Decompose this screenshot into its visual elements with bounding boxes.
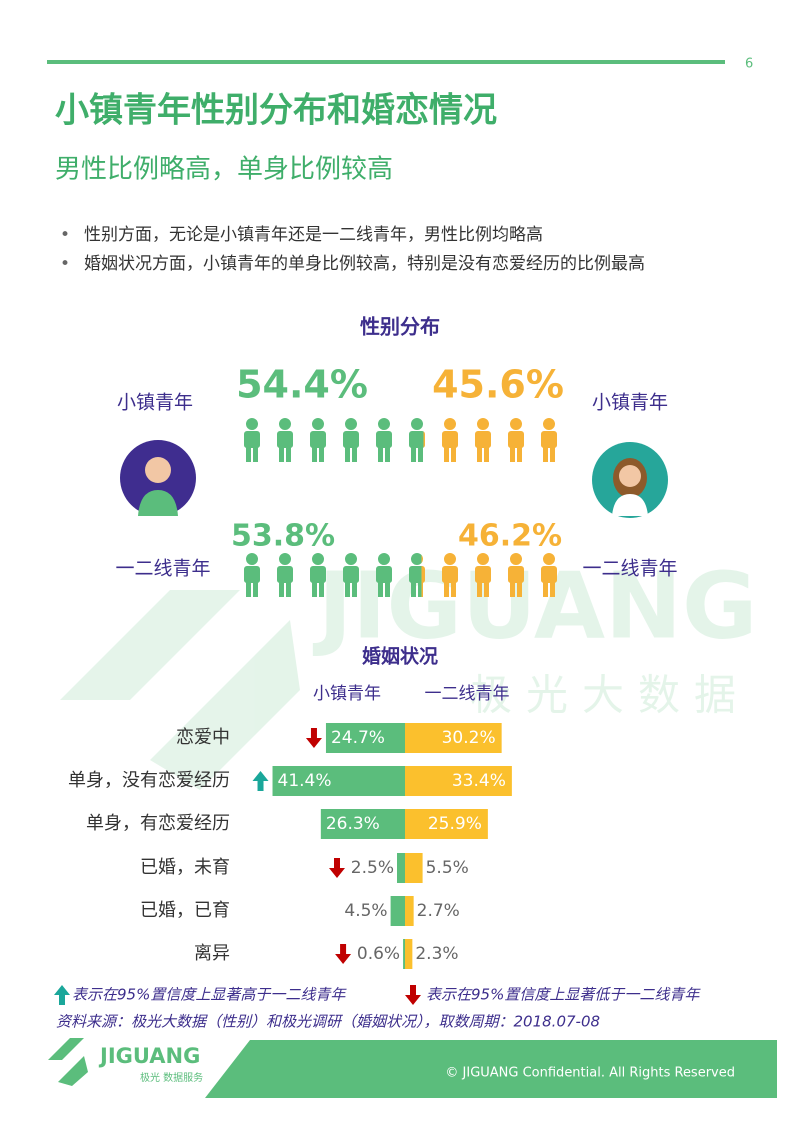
female-face <box>619 465 641 487</box>
group-label: 一二线青年 <box>115 558 210 580</box>
male-body <box>138 490 178 516</box>
category-label: 已婚，已育 <box>140 900 230 921</box>
significance-arrow <box>335 944 352 964</box>
bar <box>405 939 413 969</box>
category-label: 恋爱中 <box>176 726 230 748</box>
value-label: 0.6% <box>357 944 400 964</box>
value-label: 2.5% <box>351 858 394 878</box>
bar <box>390 896 405 926</box>
bar <box>272 766 405 796</box>
footer-logo-mark <box>48 1038 88 1086</box>
gender-title: 性别分布 <box>360 315 440 339</box>
value-label: 25.9% <box>428 814 482 834</box>
group-label: 小镇青年 <box>117 392 193 414</box>
value-label: 26.3% <box>326 814 380 834</box>
male-face <box>145 457 171 483</box>
bar <box>403 939 405 969</box>
value-label: 4.5% <box>344 901 387 921</box>
percent-label: 46.2% <box>458 519 562 554</box>
footer-band <box>205 1040 777 1098</box>
value-label: 5.5% <box>426 858 469 878</box>
watermark: JIGUANG 极光大数据 <box>60 552 758 790</box>
group-label: 一二线青年 <box>582 558 677 580</box>
bar <box>405 723 502 753</box>
percent-label: 53.8% <box>231 519 335 554</box>
bar <box>325 723 405 753</box>
value-label: 41.4% <box>278 771 332 791</box>
value-label: 24.7% <box>331 728 385 748</box>
female-body <box>612 494 648 516</box>
category-label: 单身，有恋爱经历 <box>86 812 230 834</box>
bullet: 婚姻状况方面，小镇青年的单身比例较高，特别是没有恋爱经历的比例最高 <box>60 253 740 275</box>
category-label: 离异 <box>194 943 230 964</box>
value-label: 33.4% <box>452 771 506 791</box>
share-fill <box>423 418 557 462</box>
watermark-name: 极光大数据 <box>470 671 750 720</box>
category-label: 已婚，未育 <box>140 857 230 878</box>
bar <box>405 896 414 926</box>
bar <box>405 766 512 796</box>
significance-arrow <box>329 858 345 878</box>
copyright: © JIGUANG Confidential. All Rights Reser… <box>445 1066 735 1081</box>
note: 表示在95%置信度上显著高于一二线青年 <box>72 986 347 1004</box>
bar <box>320 809 405 839</box>
footer-logo-sub: 极光 数据服务 <box>140 1071 203 1084</box>
bar <box>397 853 405 883</box>
percent-label: 54.4% <box>236 363 368 407</box>
series-header: 一二线青年 <box>425 684 510 704</box>
value-label: 30.2% <box>442 728 496 748</box>
bar <box>405 853 423 883</box>
percent-label: 45.6% <box>432 363 564 407</box>
series-header: 小镇青年 <box>313 684 381 704</box>
title: 小镇青年性别分布和婚恋情况 <box>55 91 497 131</box>
bullet: 性别方面，无论是小镇青年还是一二线青年，男性比例均略高 <box>60 224 740 246</box>
share-fill <box>244 418 424 462</box>
value-label: 2.7% <box>417 901 460 921</box>
top-rule <box>47 60 725 64</box>
bar <box>405 809 488 839</box>
significance-arrow <box>252 771 269 791</box>
significance-arrow <box>305 728 322 748</box>
group-label: 小镇青年 <box>592 392 668 414</box>
value-label: 2.3% <box>415 944 458 964</box>
source-note: 资料来源：极光大数据（性别）和极光调研（婚姻状况），取数周期：2018.07-0… <box>56 1013 600 1031</box>
legend-arrow <box>54 985 70 1005</box>
note: 表示在95%置信度上显著低于一二线青年 <box>426 986 701 1004</box>
icon-row <box>244 418 557 462</box>
watermark-shape <box>60 590 300 790</box>
subtitle: 男性比例略高，单身比例较高 <box>55 155 393 185</box>
legend-arrow <box>405 985 421 1005</box>
page-number: 6 <box>745 57 753 72</box>
footer-logo: JIGUANG <box>98 1044 200 1068</box>
marriage-title: 婚姻状况 <box>362 645 438 668</box>
category-label: 单身，没有恋爱经历 <box>68 769 230 791</box>
bullet-list: 性别方面，无论是小镇青年还是一二线青年，男性比例均略高 婚姻状况方面，小镇青年的… <box>60 224 740 282</box>
